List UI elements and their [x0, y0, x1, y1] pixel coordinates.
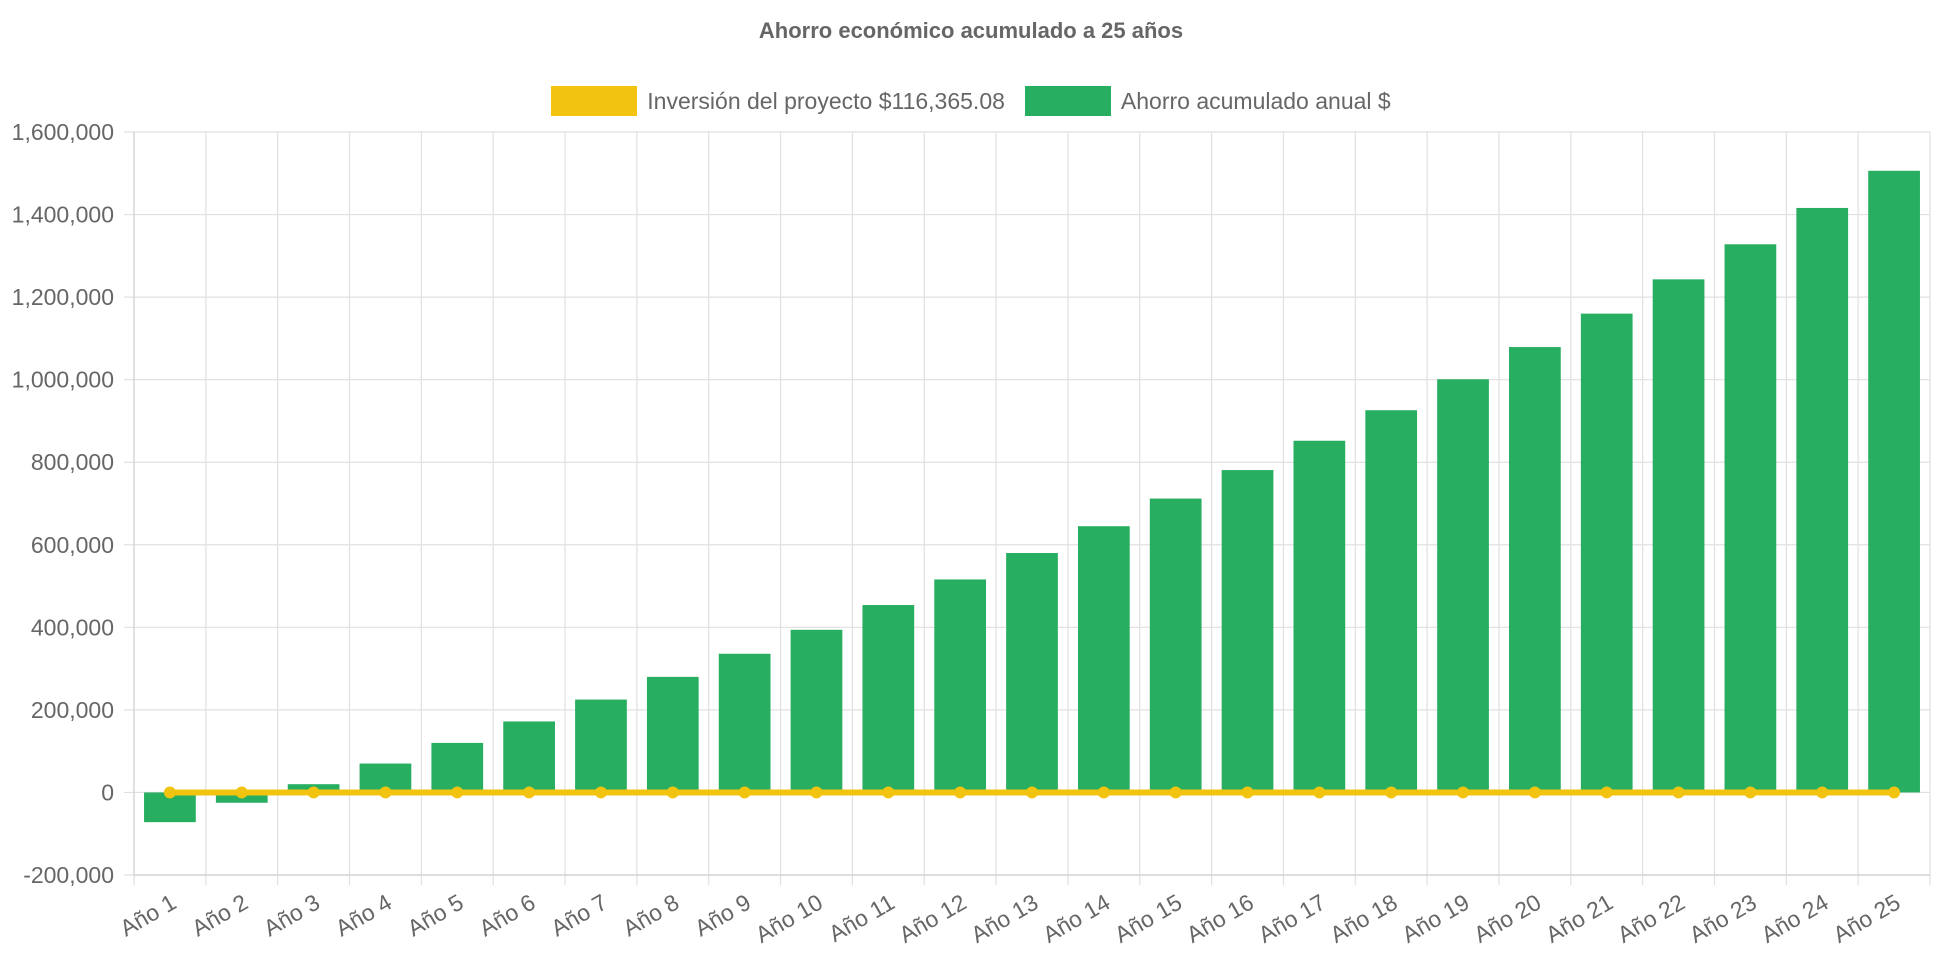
x-tick-label: Año 1	[115, 889, 180, 942]
point-inversion	[1169, 786, 1182, 799]
x-tick-label: Año 15	[1110, 889, 1186, 948]
x-tick-label: Año 5	[403, 889, 468, 942]
point-inversion	[1888, 786, 1901, 799]
bar-ahorro	[1796, 207, 1849, 793]
point-inversion	[163, 786, 176, 799]
bar-ahorro	[431, 742, 484, 793]
x-tick-label: Año 24	[1757, 889, 1833, 948]
bar-ahorro	[1868, 170, 1920, 793]
bar-ahorro	[1365, 410, 1418, 793]
legend-swatch-inversion	[551, 86, 638, 116]
point-inversion	[882, 786, 895, 799]
bar-ahorro	[1724, 244, 1777, 793]
x-tick-label: Año 2	[187, 889, 252, 942]
x-tick-label: Año 20	[1469, 889, 1545, 948]
y-tick-label: 1,200,000	[12, 284, 114, 310]
bar-ahorro	[1509, 347, 1561, 793]
bar-ahorro	[790, 629, 843, 793]
point-inversion	[1241, 786, 1254, 799]
y-tick-label: 200,000	[31, 697, 114, 723]
point-inversion	[451, 786, 464, 799]
x-tick-label: Año 18	[1326, 889, 1402, 948]
point-inversion	[1026, 786, 1038, 799]
legend-item-ahorro[interactable]: Ahorro acumulado anual $	[1024, 86, 1391, 116]
bar-ahorro	[1652, 279, 1705, 793]
bar-ahorro	[1437, 379, 1489, 793]
x-tick-label: Año 21	[1541, 889, 1617, 948]
y-tick-label: 800,000	[31, 449, 114, 475]
x-tick-label: Año 13	[966, 889, 1042, 948]
point-inversion	[594, 786, 607, 799]
x-tick-label: Año 8	[618, 889, 683, 942]
x-tick-label: Año 4	[331, 889, 396, 942]
bar-ahorro	[575, 699, 627, 793]
x-tick-label: Año 17	[1254, 889, 1330, 948]
x-tick-label: Año 10	[751, 889, 827, 948]
point-inversion	[1672, 786, 1685, 799]
x-tick-label: Año 19	[1397, 889, 1473, 948]
x-tick-label: Año 7	[546, 889, 611, 942]
bar-ahorro	[1293, 440, 1346, 793]
y-tick-label: 400,000	[31, 614, 114, 640]
bar-ahorro	[646, 676, 699, 793]
legend-swatch-ahorro	[1024, 86, 1111, 116]
y-tick-label: 1,600,000	[12, 119, 114, 145]
bar-ahorro	[934, 579, 987, 793]
x-tick-label: Año 16	[1182, 889, 1258, 948]
point-inversion	[954, 786, 967, 799]
x-tick-label: Año 22	[1613, 889, 1689, 948]
point-inversion	[1744, 786, 1757, 799]
point-inversion	[1457, 786, 1470, 799]
bar-ahorro	[503, 721, 555, 793]
bar-ahorro	[1149, 498, 1202, 793]
point-inversion	[1528, 786, 1541, 799]
point-inversion	[666, 786, 679, 799]
y-tick-label: -200,000	[23, 862, 114, 888]
y-tick-label: 1,400,000	[12, 202, 114, 228]
point-inversion	[1600, 786, 1613, 799]
x-tick-label: Año 14	[1038, 889, 1114, 948]
bar-ahorro	[1006, 553, 1058, 793]
legend-label-ahorro: Ahorro acumulado anual $	[1120, 87, 1391, 114]
x-tick-label: Año 3	[259, 889, 324, 942]
legend: Inversión del proyecto $116,365.08 Ahorr…	[0, 86, 1942, 116]
x-tick-label: Año 23	[1685, 889, 1761, 948]
x-tick-label: Año 12	[895, 889, 971, 948]
y-tick-label: 0	[101, 779, 114, 805]
point-inversion	[379, 786, 392, 799]
point-inversion	[307, 786, 320, 799]
legend-label-inversion: Inversión del proyecto $116,365.08	[647, 87, 1005, 114]
x-tick-label: Año 9	[690, 889, 755, 942]
point-inversion	[1816, 786, 1829, 799]
point-inversion	[1097, 786, 1110, 799]
point-inversion	[235, 786, 248, 799]
chart-title: Ahorro económico acumulado a 25 años	[758, 18, 1184, 43]
bar-ahorro	[718, 653, 771, 793]
point-inversion	[810, 786, 823, 799]
point-inversion	[1385, 786, 1398, 799]
bar-ahorro	[1580, 313, 1633, 793]
point-inversion	[1313, 786, 1326, 799]
x-tick-label: Año 25	[1828, 889, 1904, 948]
bar-ahorro	[862, 605, 915, 793]
bar-ahorro	[1221, 470, 1274, 793]
y-tick-label: 1,000,000	[12, 367, 114, 393]
point-inversion	[523, 786, 536, 799]
point-inversion	[738, 786, 751, 799]
bar-ahorro	[1077, 526, 1130, 793]
x-tick-label: Año 6	[475, 889, 540, 942]
legend-item-inversion[interactable]: Inversión del proyecto $116,365.08	[551, 86, 1005, 116]
x-tick-label: Año 11	[824, 889, 899, 947]
y-tick-label: 600,000	[31, 532, 114, 558]
